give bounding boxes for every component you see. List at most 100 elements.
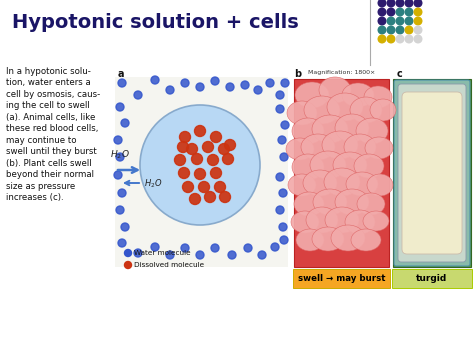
Circle shape: [196, 251, 204, 259]
Circle shape: [121, 223, 129, 231]
Text: b: b: [294, 69, 301, 79]
Circle shape: [196, 83, 204, 91]
Circle shape: [177, 142, 189, 153]
Circle shape: [378, 0, 386, 7]
Circle shape: [405, 8, 413, 16]
Circle shape: [414, 8, 422, 16]
Ellipse shape: [287, 101, 317, 125]
Text: Dissolved molecule: Dissolved molecule: [134, 262, 204, 268]
Ellipse shape: [351, 229, 381, 251]
Circle shape: [181, 244, 189, 252]
Circle shape: [276, 91, 284, 99]
Circle shape: [114, 136, 122, 144]
Circle shape: [215, 181, 226, 192]
Ellipse shape: [292, 154, 324, 180]
Circle shape: [208, 154, 219, 165]
Circle shape: [166, 86, 174, 94]
FancyBboxPatch shape: [392, 269, 472, 288]
Ellipse shape: [333, 152, 367, 178]
Circle shape: [387, 0, 395, 7]
Circle shape: [134, 91, 142, 99]
Circle shape: [387, 8, 395, 16]
Circle shape: [191, 153, 202, 164]
Circle shape: [279, 223, 287, 231]
FancyBboxPatch shape: [393, 79, 471, 267]
Circle shape: [125, 250, 131, 257]
Ellipse shape: [306, 207, 338, 233]
Ellipse shape: [286, 138, 314, 160]
Circle shape: [281, 79, 289, 87]
Circle shape: [151, 76, 159, 84]
Circle shape: [414, 0, 422, 7]
Circle shape: [194, 169, 206, 180]
Circle shape: [166, 251, 174, 259]
Circle shape: [405, 0, 413, 7]
Circle shape: [116, 103, 124, 111]
Circle shape: [281, 121, 289, 129]
Ellipse shape: [365, 137, 393, 159]
Ellipse shape: [304, 96, 340, 124]
Circle shape: [118, 79, 126, 87]
Circle shape: [276, 206, 284, 214]
Circle shape: [211, 244, 219, 252]
Ellipse shape: [364, 86, 392, 108]
Circle shape: [211, 77, 219, 85]
Text: Water molecule: Water molecule: [134, 250, 191, 256]
Circle shape: [125, 262, 131, 268]
Text: Hypotonic solution + cells: Hypotonic solution + cells: [12, 13, 299, 32]
Circle shape: [378, 26, 386, 34]
Ellipse shape: [335, 114, 369, 142]
Circle shape: [118, 239, 126, 247]
Ellipse shape: [301, 134, 335, 160]
Circle shape: [194, 126, 206, 137]
Ellipse shape: [312, 227, 344, 251]
Circle shape: [414, 17, 422, 25]
Circle shape: [222, 153, 234, 164]
Ellipse shape: [296, 229, 324, 251]
Circle shape: [186, 143, 198, 154]
Circle shape: [378, 17, 386, 25]
Circle shape: [199, 181, 210, 192]
Ellipse shape: [356, 118, 388, 144]
Circle shape: [241, 81, 249, 89]
Text: turgid: turgid: [416, 274, 447, 283]
Circle shape: [279, 189, 287, 197]
Text: a: a: [118, 69, 125, 79]
Circle shape: [396, 26, 404, 34]
Circle shape: [387, 26, 395, 34]
Circle shape: [210, 168, 221, 179]
Circle shape: [405, 26, 413, 34]
Ellipse shape: [313, 189, 347, 215]
Circle shape: [219, 143, 229, 154]
Circle shape: [219, 191, 230, 202]
Circle shape: [210, 131, 221, 142]
Ellipse shape: [342, 83, 374, 107]
Text: $H_2O$: $H_2O$: [110, 148, 130, 161]
Ellipse shape: [294, 192, 324, 216]
Ellipse shape: [367, 174, 393, 196]
Ellipse shape: [350, 97, 382, 123]
Circle shape: [228, 251, 236, 259]
Ellipse shape: [344, 134, 376, 160]
Ellipse shape: [354, 154, 384, 178]
Ellipse shape: [292, 118, 324, 144]
Circle shape: [116, 153, 124, 161]
Circle shape: [174, 154, 185, 165]
Circle shape: [121, 119, 129, 127]
Circle shape: [114, 171, 122, 179]
Text: swell → may burst: swell → may burst: [298, 274, 385, 283]
Ellipse shape: [322, 131, 358, 159]
Ellipse shape: [310, 151, 346, 179]
FancyBboxPatch shape: [398, 84, 466, 262]
Circle shape: [378, 35, 386, 43]
Ellipse shape: [288, 174, 316, 196]
Ellipse shape: [331, 225, 365, 251]
Circle shape: [414, 26, 422, 34]
FancyBboxPatch shape: [294, 79, 389, 267]
Ellipse shape: [346, 172, 378, 196]
Ellipse shape: [370, 99, 396, 121]
Ellipse shape: [291, 211, 319, 233]
Circle shape: [276, 173, 284, 181]
Text: In a hypotonic solu-
tion, water enters a
cell by osmosis, caus-
ing the cell to: In a hypotonic solu- tion, water enters …: [6, 67, 100, 202]
Circle shape: [225, 140, 236, 151]
